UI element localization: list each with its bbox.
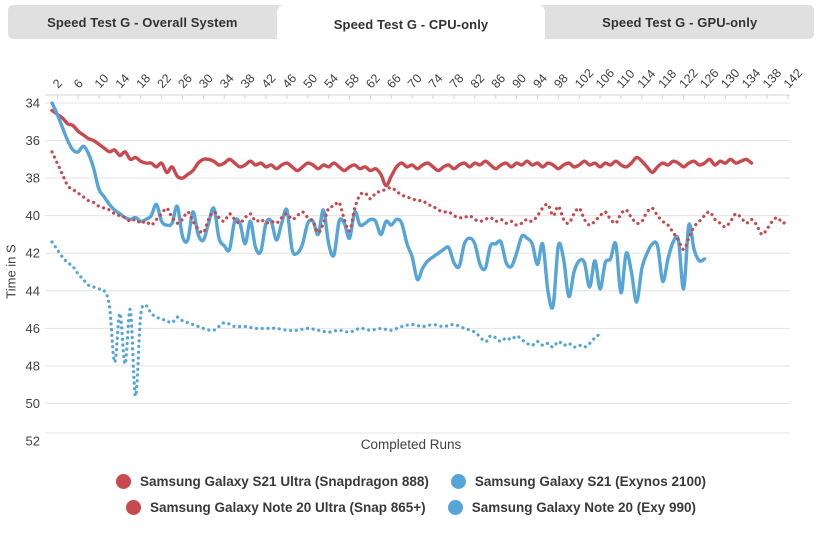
red-series-dot-icon xyxy=(125,500,141,515)
legend-label: Samsung Galaxy S21 (Exynos 2100) xyxy=(474,474,706,489)
x-axis-title: Completed Runs xyxy=(360,437,462,452)
legend-item-note20-ultra[interactable]: Samsung Galaxy Note 20 Ultra (Snap 865+) xyxy=(125,500,426,515)
tab-gpu-only[interactable]: Speed Test G - GPU-only xyxy=(602,14,758,30)
svg-text:40: 40 xyxy=(26,208,40,223)
svg-text:142: 142 xyxy=(781,66,805,91)
svg-text:52: 52 xyxy=(26,434,40,449)
svg-text:102: 102 xyxy=(572,66,596,91)
svg-text:110: 110 xyxy=(614,67,638,91)
svg-text:98: 98 xyxy=(551,71,571,91)
svg-text:42: 42 xyxy=(26,246,40,261)
svg-text:126: 126 xyxy=(697,66,721,91)
svg-text:78: 78 xyxy=(447,71,467,91)
chart-legend: Samsung Galaxy S21 Ultra (Snapdragon 888… xyxy=(0,474,822,515)
svg-text:106: 106 xyxy=(593,66,617,91)
legend-item-s21-ultra[interactable]: Samsung Galaxy S21 Ultra (Snapdragon 888… xyxy=(116,474,429,489)
legend-label: Samsung Galaxy Note 20 Ultra (Snap 865+) xyxy=(149,500,426,515)
svg-text:50: 50 xyxy=(301,71,321,91)
legend-label: Samsung Galaxy Note 20 (Exy 990) xyxy=(471,500,697,515)
svg-text:2: 2 xyxy=(50,76,65,91)
svg-text:14: 14 xyxy=(113,71,133,91)
svg-text:30: 30 xyxy=(196,71,216,91)
svg-text:44: 44 xyxy=(26,283,40,298)
y-axis-title: Time in S xyxy=(3,244,19,299)
legend-label: Samsung Galaxy S21 Ultra (Snapdragon 888… xyxy=(140,474,429,489)
red-series-dot-icon xyxy=(116,474,131,489)
svg-text:18: 18 xyxy=(134,71,154,91)
svg-text:118: 118 xyxy=(656,67,680,91)
svg-text:58: 58 xyxy=(342,71,362,91)
tab-overall-system[interactable]: Speed Test G - Overall System xyxy=(47,14,238,30)
tab-cpu-only[interactable]: Speed Test G - CPU-only xyxy=(276,5,546,44)
svg-text:138: 138 xyxy=(760,66,784,91)
svg-text:10: 10 xyxy=(92,71,112,91)
legend-item-s21[interactable]: Samsung Galaxy S21 (Exynos 2100) xyxy=(450,474,706,489)
svg-text:38: 38 xyxy=(238,71,258,91)
svg-text:62: 62 xyxy=(363,71,383,91)
svg-text:130: 130 xyxy=(718,66,742,91)
tab-bar: Speed Test G - Overall System Speed Test… xyxy=(8,5,814,44)
svg-text:50: 50 xyxy=(26,396,40,411)
blue-series-dot-icon xyxy=(450,474,466,489)
legend-item-note20[interactable]: Samsung Galaxy Note 20 (Exy 990) xyxy=(447,500,697,515)
svg-text:36: 36 xyxy=(26,133,40,148)
svg-text:66: 66 xyxy=(384,71,404,91)
svg-text:46: 46 xyxy=(280,71,300,91)
svg-text:114: 114 xyxy=(635,67,659,91)
svg-text:82: 82 xyxy=(468,71,488,91)
svg-text:46: 46 xyxy=(26,321,40,336)
svg-text:6: 6 xyxy=(71,76,86,91)
svg-text:42: 42 xyxy=(259,71,279,91)
svg-text:26: 26 xyxy=(175,71,195,91)
svg-text:74: 74 xyxy=(426,71,446,91)
svg-text:34: 34 xyxy=(217,71,237,91)
svg-text:90: 90 xyxy=(509,71,529,91)
svg-text:122: 122 xyxy=(676,66,700,91)
svg-text:70: 70 xyxy=(405,71,425,91)
svg-text:48: 48 xyxy=(26,358,40,373)
svg-text:34: 34 xyxy=(26,96,40,111)
blue-series-dot-icon xyxy=(447,500,463,515)
svg-text:134: 134 xyxy=(739,66,763,91)
legend-row: Samsung Galaxy S21 Ultra (Snapdragon 888… xyxy=(116,474,706,489)
svg-text:54: 54 xyxy=(321,71,341,91)
svg-text:94: 94 xyxy=(530,71,550,91)
legend-row: Samsung Galaxy Note 20 Ultra (Snap 865+)… xyxy=(125,500,697,515)
svg-text:38: 38 xyxy=(26,171,40,186)
svg-text:86: 86 xyxy=(489,71,509,91)
svg-text:22: 22 xyxy=(154,71,174,91)
